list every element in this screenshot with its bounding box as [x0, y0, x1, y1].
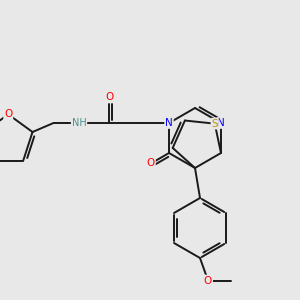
Text: N: N [217, 118, 225, 128]
Text: O: O [4, 110, 12, 119]
Text: N: N [165, 118, 173, 128]
Text: O: O [105, 92, 113, 103]
Text: S: S [212, 119, 218, 129]
Text: O: O [204, 275, 212, 286]
Text: NH: NH [72, 118, 86, 128]
Text: O: O [147, 158, 155, 169]
